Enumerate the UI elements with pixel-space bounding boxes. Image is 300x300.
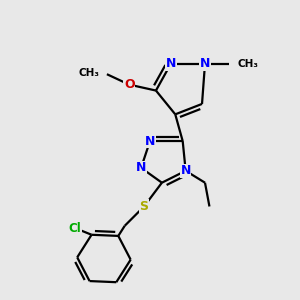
Text: N: N [181,164,191,177]
Text: N: N [166,57,176,70]
Text: CH₃: CH₃ [238,59,259,69]
Text: CH₃: CH₃ [79,68,100,78]
Text: N: N [145,135,155,148]
Text: O: O [124,78,134,91]
Text: N: N [136,161,146,174]
Text: Cl: Cl [69,222,82,235]
Text: S: S [140,200,148,213]
Text: N: N [200,57,210,70]
